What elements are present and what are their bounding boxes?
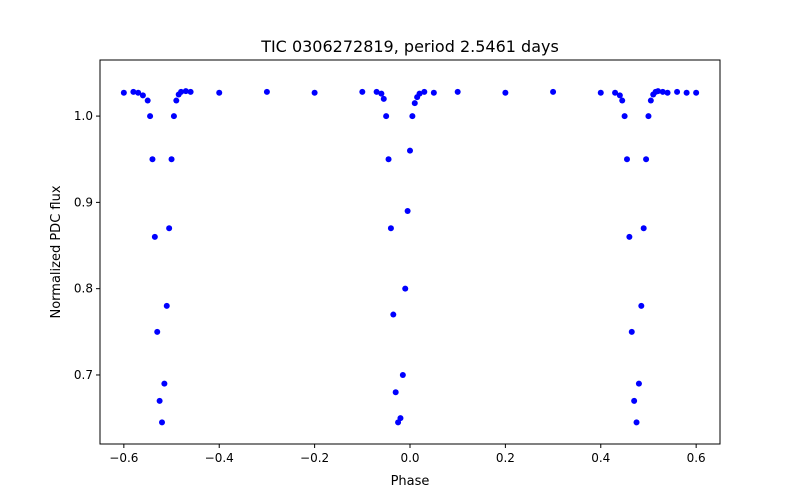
- plot-frame: [99, 59, 721, 445]
- data-point: [159, 419, 165, 426]
- x-tick-label: −0.4: [205, 451, 234, 465]
- data-point: [659, 88, 666, 95]
- y-tick-label: 0.9: [74, 195, 93, 209]
- data-point: [390, 311, 397, 318]
- data-point: [151, 233, 158, 240]
- data-point: [311, 89, 318, 96]
- data-point: [144, 97, 151, 104]
- data-point: [216, 89, 223, 96]
- data-point: [130, 88, 137, 95]
- chart-title: TIC 0306272819, period 2.5461 days: [260, 37, 559, 56]
- data-point: [135, 89, 142, 96]
- data-point: [550, 88, 557, 95]
- data-point: [621, 113, 628, 120]
- data-point: [631, 397, 638, 404]
- x-tick-label: 0.0: [400, 451, 419, 465]
- data-point: [655, 88, 661, 95]
- data-point: [454, 88, 461, 95]
- data-point: [170, 113, 177, 120]
- y-tick-label: 0.7: [74, 368, 93, 382]
- data-point: [392, 389, 399, 396]
- data-point: [161, 380, 168, 387]
- data-point: [647, 97, 654, 104]
- x-tick-label: 0.2: [496, 451, 515, 465]
- data-point: [628, 328, 635, 335]
- data-point: [683, 89, 690, 96]
- x-axis-ticks: −0.6 −0.4 −0.2 0.0 0.2 0.4 0.6: [109, 444, 706, 465]
- x-tick-label: −0.2: [300, 451, 329, 465]
- data-point: [182, 88, 189, 95]
- data-point: [640, 225, 647, 232]
- data-point: [385, 156, 392, 163]
- data-point: [187, 88, 194, 95]
- data-point: [149, 156, 156, 163]
- data-point: [597, 89, 604, 96]
- x-axis-label: Phase: [391, 474, 430, 489]
- data-point: [409, 113, 416, 120]
- x-tick-label: −0.6: [109, 451, 138, 465]
- data-point: [407, 147, 413, 154]
- data-point: [373, 88, 380, 95]
- y-tick-label: 1.0: [74, 109, 93, 123]
- data-point: [693, 89, 700, 96]
- data-point: [416, 90, 423, 97]
- data-point: [120, 89, 127, 96]
- data-point: [359, 88, 366, 95]
- data-point: [163, 302, 170, 309]
- data-point: [411, 100, 418, 107]
- data-point: [387, 225, 394, 232]
- data-point: [263, 88, 270, 95]
- x-tick-label: 0.6: [687, 451, 706, 465]
- data-point: [173, 97, 180, 104]
- data-point: [402, 285, 409, 292]
- data-point: [430, 89, 437, 96]
- data-point: [612, 89, 619, 96]
- data-point: [166, 225, 173, 232]
- data-point: [674, 88, 681, 95]
- x-tick-label: 0.4: [591, 451, 610, 465]
- data-points: [120, 88, 700, 426]
- data-point: [147, 113, 154, 120]
- data-point: [399, 371, 406, 378]
- data-point: [502, 89, 509, 96]
- data-point: [156, 397, 163, 404]
- y-axis-ticks: 0.7 0.8 0.9 1.0: [74, 109, 100, 382]
- data-point: [616, 92, 623, 99]
- data-point: [178, 88, 185, 95]
- data-point: [380, 95, 387, 102]
- data-point: [626, 233, 633, 240]
- data-point: [643, 156, 650, 163]
- data-point: [664, 89, 671, 96]
- data-point: [154, 328, 161, 335]
- data-point: [633, 419, 640, 426]
- data-point: [645, 113, 652, 120]
- data-point: [397, 415, 404, 422]
- data-point: [421, 88, 428, 95]
- data-point: [638, 302, 645, 309]
- data-point: [168, 156, 175, 163]
- data-point: [624, 156, 630, 163]
- data-point: [404, 208, 411, 215]
- data-point: [378, 90, 385, 97]
- y-tick-label: 0.8: [74, 282, 93, 296]
- data-point: [635, 380, 642, 387]
- y-axis-label: Normalized PDC flux: [49, 185, 64, 318]
- data-point: [619, 97, 626, 104]
- data-point: [139, 92, 146, 99]
- data-point: [383, 113, 390, 120]
